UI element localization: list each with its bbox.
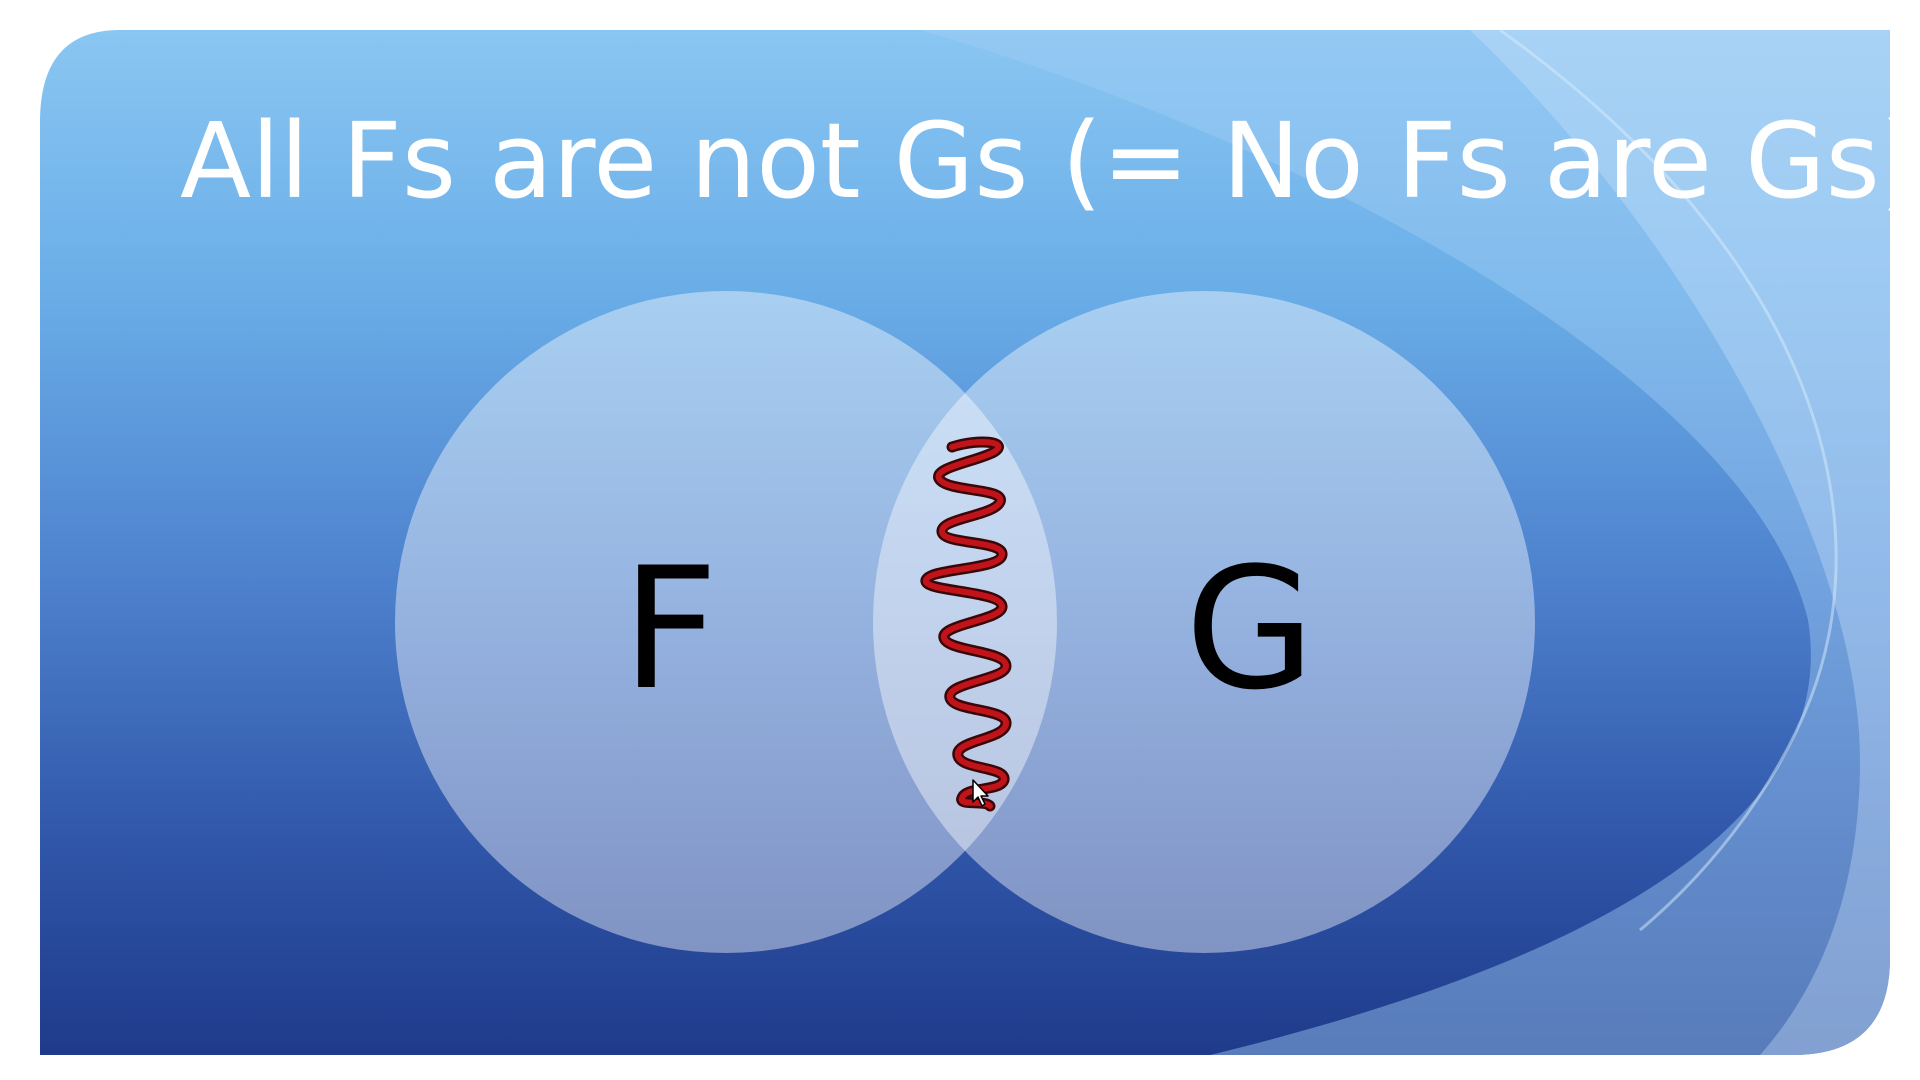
mouse-pointer-icon <box>972 779 989 807</box>
decorative-swoosh <box>920 30 1890 1055</box>
venn-circle-g <box>873 291 1535 953</box>
slide-title: All Fs are not Gs (= No Fs are Gs) <box>180 100 1920 222</box>
venn-label-f: F <box>622 531 719 727</box>
venn-circle-f <box>395 291 1057 953</box>
venn-label-g: G <box>1185 531 1315 727</box>
intersection-shading-squiggle <box>920 436 1012 812</box>
